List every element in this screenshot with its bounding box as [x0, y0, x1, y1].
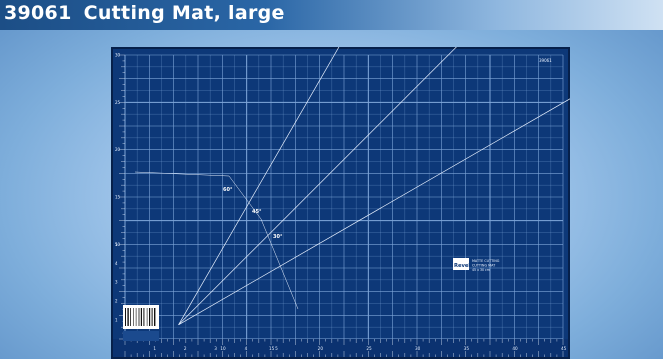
product-number: 39061	[4, 2, 72, 24]
left-ruler-label: 15	[115, 195, 121, 200]
left-ruler-label: 10	[115, 242, 121, 247]
left-ruler-label: 4	[115, 261, 118, 266]
angle-guide-45	[228, 175, 262, 220]
bottom-ruler-label: 3	[214, 346, 217, 351]
left-ruler-label: 25	[115, 100, 121, 105]
logo-caption-line1: MATTE CUTTING	[472, 259, 500, 263]
bottom-ruler-label: 10	[220, 346, 226, 351]
mat-surface	[113, 49, 568, 357]
bottom-ruler-label: 40	[512, 346, 518, 351]
logo-plate	[453, 258, 469, 270]
bottom-ruler-label: 20	[318, 346, 324, 351]
angle-label-30: 30°	[273, 234, 283, 240]
angle-line-30	[178, 98, 570, 326]
angle-line-60	[178, 47, 340, 325]
left-ruler-label: 5	[115, 242, 118, 247]
barcode-bar	[149, 308, 151, 326]
barcode-bar	[140, 308, 142, 326]
angle-guide-30	[260, 218, 299, 310]
barcode-bar	[146, 308, 148, 326]
bottom-ruler-label: 2	[184, 346, 187, 351]
left-ruler-label: 20	[115, 147, 121, 152]
product-title: 39061 Cutting Mat, large	[4, 2, 285, 24]
barcode-text-strip	[123, 331, 159, 341]
angle-guide-60	[134, 171, 230, 177]
barcode-bar	[130, 308, 131, 326]
corner-code: 39061	[539, 58, 552, 63]
barcode-label	[123, 305, 159, 341]
logo-caption-line2: CUTTING MAT	[472, 264, 496, 268]
barcode-bar	[133, 308, 134, 326]
barcode	[125, 308, 156, 326]
left-ruler-label: 30	[115, 53, 121, 58]
barcode-bar	[143, 308, 145, 326]
bottom-ruler-label: 15	[269, 346, 275, 351]
cutting-mat-image: 1 2 3 4 5 10 15 20 25 30 35 40 45 1 2 3 4 5 10 15 20 25 30 390…	[111, 47, 570, 359]
angle-lines	[134, 47, 570, 326]
mat-grid	[113, 54, 568, 357]
bottom-ruler-label: 35	[464, 346, 470, 351]
product-name: Cutting Mat, large	[83, 2, 285, 24]
bottom-ruler-label: 25	[366, 346, 372, 351]
left-ruler-label: 3	[115, 280, 118, 285]
bottom-ruler-label: 1	[153, 346, 156, 351]
barcode-bar	[135, 308, 137, 326]
angle-label-45: 45°	[252, 209, 262, 215]
revell-logo: Revell MATTE CUTTING CUTTING MAT 45 x 30…	[453, 258, 500, 272]
barcode-bar	[127, 308, 129, 326]
barcode-bar	[151, 308, 153, 326]
angle-line-45	[178, 47, 457, 326]
left-ruler-label: 1	[115, 318, 118, 323]
barcode-bar	[138, 308, 140, 326]
bottom-ruler-label: 4	[245, 346, 248, 351]
bottom-ruler-strip	[113, 339, 568, 357]
bottom-ruler-label: 5	[275, 346, 278, 351]
barcode-bar	[154, 308, 156, 326]
bottom-ruler-label: 45	[561, 346, 567, 351]
angle-label-60: 60°	[223, 187, 233, 193]
bottom-ruler-label: 30	[415, 346, 421, 351]
logo-text: Revell	[454, 263, 472, 269]
header-band: 39061 Cutting Mat, large	[0, 0, 663, 30]
barcode-bar	[125, 308, 126, 326]
left-ruler-label: 2	[115, 299, 118, 304]
logo-caption-line3: 45 x 30 cm	[472, 268, 490, 272]
